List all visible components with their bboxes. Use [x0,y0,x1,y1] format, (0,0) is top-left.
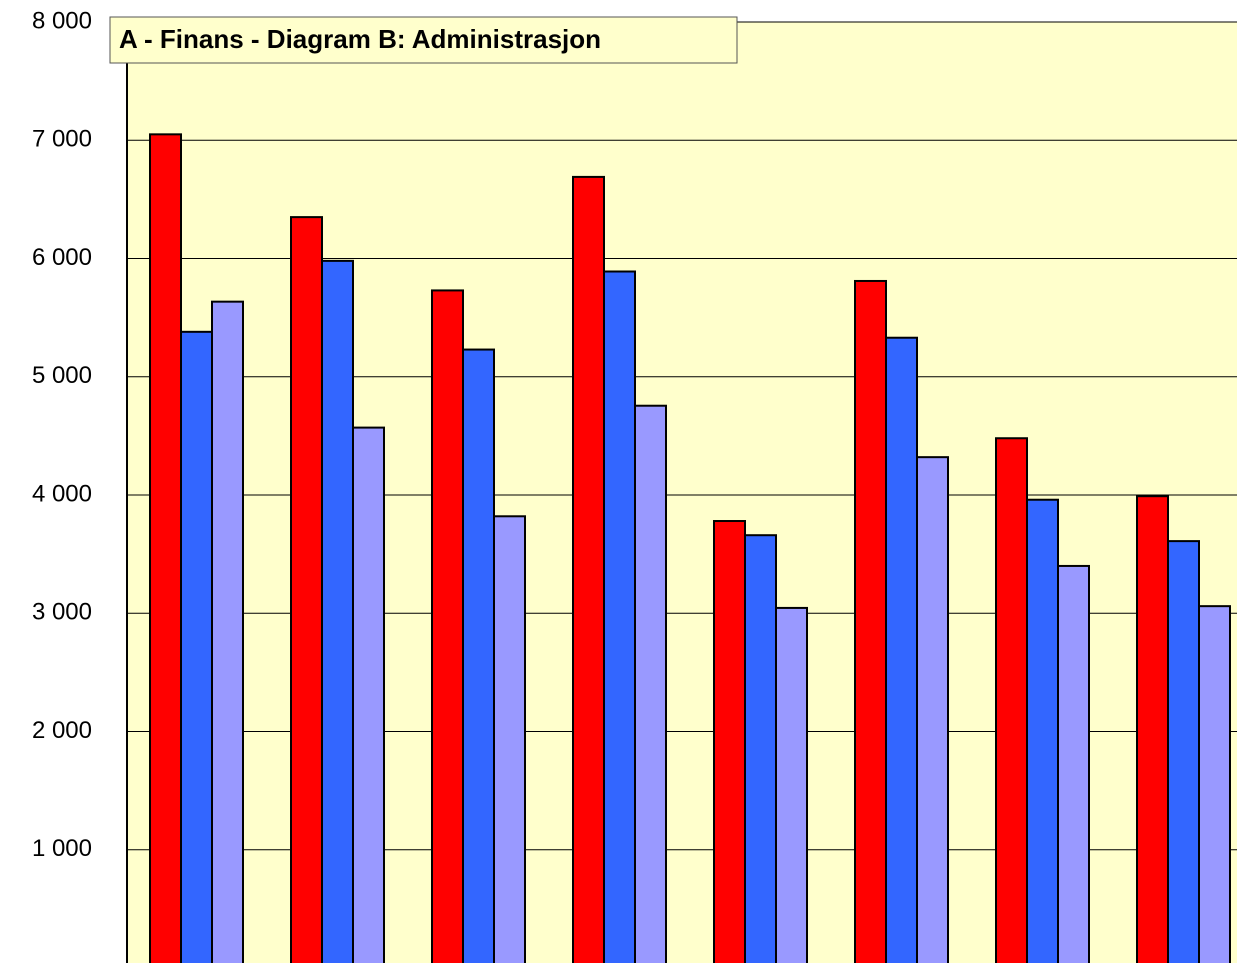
bar [149,133,182,963]
bar [290,216,323,963]
bar [1198,605,1231,963]
bar [885,336,918,963]
bar [603,270,636,963]
bar [572,175,605,963]
bar [352,426,385,963]
bar [1136,495,1169,963]
bar [634,404,667,963]
bar [462,348,495,963]
bar [713,520,746,963]
bar [493,515,526,963]
bar [211,300,244,963]
bars [149,133,1231,963]
bar [854,279,887,963]
y-tick-label: 8 000 [32,7,92,34]
y-tick-label: 4 000 [32,480,92,507]
y-tick-label: 3 000 [32,599,92,626]
y-tick-label: 6 000 [32,244,92,271]
bar [916,456,949,963]
y-tick-label: 5 000 [32,362,92,389]
title-box [109,16,738,64]
bar [1057,564,1090,963]
chart-title: A - Finans - Diagram B: Administrasjon [119,24,601,54]
bar [744,534,777,963]
bar [775,606,808,963]
y-tick-label: 1 000 [32,835,92,862]
bar [1167,540,1200,963]
bar [1026,498,1059,963]
y-tick-label: 7 000 [32,126,92,153]
bar [321,259,354,963]
bar [431,289,464,963]
bar [180,330,213,963]
bar [995,437,1028,963]
y-tick-label: 2 000 [32,717,92,744]
y-ticks: 1 000 2 000 3 000 4 000 5 000 6 000 7 000 8 000 [32,7,92,862]
